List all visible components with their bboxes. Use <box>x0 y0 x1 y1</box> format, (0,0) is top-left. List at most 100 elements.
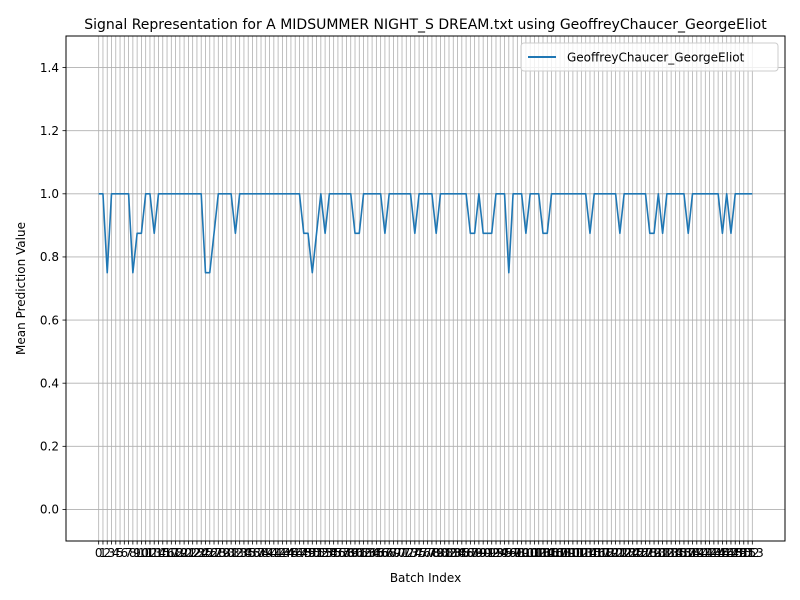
x-tick-label: 25 <box>198 546 213 560</box>
x-tick-label: 38 <box>253 546 268 560</box>
legend: GeoffreyChaucer_GeorgeEliot <box>520 42 779 72</box>
x-tick-label: 13 <box>147 546 162 560</box>
x-tick-label: 97 <box>505 546 520 560</box>
x-tick-label: 14 <box>151 546 166 560</box>
y-axis-ticks: 0.0 0.2 0.4 0.6 0.8 1.0 1.2 1.4 <box>40 61 66 517</box>
x-tick-label: 37 <box>249 546 264 560</box>
x-tick-label: 85 <box>454 546 469 560</box>
x-tick-label: 15 <box>155 546 170 560</box>
x-tick-label: 140 <box>685 546 708 560</box>
x-tick-label: 34 <box>236 546 251 560</box>
x-tick-label: 55 <box>326 546 341 560</box>
x-tick-label: 84 <box>450 546 465 560</box>
x-tick-label: 62 <box>356 546 371 560</box>
x-tick-label: 120 <box>600 546 623 560</box>
x-tick-label: 6 <box>120 546 128 560</box>
x-tick-label: 107 <box>544 546 567 560</box>
series-line <box>98 193 753 274</box>
x-tick-label: 124 <box>617 546 640 560</box>
x-tick-label: 57 <box>335 546 350 560</box>
x-tick-label: 100 <box>514 546 537 560</box>
x-tick-label: 3 <box>108 546 116 560</box>
x-tick-label: 96 <box>501 546 516 560</box>
x-tick-label: 134 <box>660 546 683 560</box>
x-tick-label: 35 <box>241 546 256 560</box>
x-tick-label: 105 <box>536 546 559 560</box>
x-tick-label: 44 <box>279 546 294 560</box>
x-tick-label: 103 <box>527 546 550 560</box>
x-tick-label: 95 <box>497 546 512 560</box>
chart-title: Signal Representation for A MIDSUMMER NI… <box>84 17 767 33</box>
x-tick-label: 71 <box>394 546 409 560</box>
x-tick-label: 63 <box>360 546 375 560</box>
x-tick-label: 36 <box>245 546 260 560</box>
legend-label: GeoffreyChaucer_GeorgeEliot <box>567 51 745 65</box>
x-tick-label: 60 <box>347 546 362 560</box>
x-tick-label: 83 <box>446 546 461 560</box>
x-tick-label: 116 <box>583 546 606 560</box>
x-tick-label: 146 <box>711 546 734 560</box>
x-tick-label: 143 <box>698 546 721 560</box>
x-tick-label: 144 <box>702 546 725 560</box>
y-tick-label: 0.8 <box>40 250 59 264</box>
x-tick-label: 113 <box>570 546 593 560</box>
x-tick-label: 88 <box>467 546 482 560</box>
y-tick-label: 1.4 <box>40 61 59 75</box>
x-tick-label: 125 <box>621 546 644 560</box>
y-tick-label: 0.6 <box>40 313 59 327</box>
x-tick-label: 123 <box>613 546 636 560</box>
x-tick-label: 106 <box>540 546 563 560</box>
x-tick-label: 137 <box>673 546 696 560</box>
x-tick-label: 127 <box>630 546 653 560</box>
x-tick-label: 141 <box>690 546 713 560</box>
x-tick-label: 110 <box>557 546 580 560</box>
x-tick-label: 78 <box>424 546 439 560</box>
x-tick-label: 115 <box>579 546 602 560</box>
series-layer <box>98 193 753 274</box>
x-tick-label: 20 <box>176 546 191 560</box>
x-tick-label: 23 <box>189 546 204 560</box>
x-tick-label: 151 <box>732 546 755 560</box>
x-tick-label: 152 <box>737 546 760 560</box>
x-tick-label: 77 <box>420 546 435 560</box>
x-tick-label: 8 <box>129 546 137 560</box>
x-tick-label: 147 <box>715 546 738 560</box>
x-tick-label: 16 <box>159 546 174 560</box>
x-tick-label: 86 <box>458 546 473 560</box>
x-tick-label: 114 <box>574 546 597 560</box>
x-tick-label: 68 <box>382 546 397 560</box>
x-tick-label: 12 <box>142 546 157 560</box>
x-tick-label: 148 <box>720 546 743 560</box>
x-tick-label: 132 <box>651 546 674 560</box>
x-tick-label: 133 <box>655 546 678 560</box>
x-tick-label: 58 <box>339 546 354 560</box>
x-tick-label: 26 <box>202 546 217 560</box>
x-tick-label: 121 <box>604 546 627 560</box>
y-tick-label: 0.2 <box>40 440 59 454</box>
x-tick-label: 27 <box>206 546 221 560</box>
x-tick-label: 51 <box>309 546 324 560</box>
x-tick-label: 2 <box>103 546 111 560</box>
x-tick-label: 46 <box>288 546 303 560</box>
x-tick-label: 92 <box>484 546 499 560</box>
x-tick-label: 79 <box>429 546 444 560</box>
x-tick-label: 98 <box>510 546 525 560</box>
x-tick-label: 28 <box>211 546 226 560</box>
x-tick-label: 50 <box>305 546 320 560</box>
x-tick-label: 54 <box>322 546 337 560</box>
y-tick-label: 0.0 <box>40 503 59 517</box>
legend-box <box>520 42 779 72</box>
x-tick-label: 49 <box>300 546 315 560</box>
x-tick-label: 17 <box>164 546 179 560</box>
x-tick-label: 131 <box>647 546 670 560</box>
x-tick-label: 69 <box>386 546 401 560</box>
x-tick-label: 1 <box>99 546 107 560</box>
x-tick-label: 126 <box>626 546 649 560</box>
x-tick-label: 135 <box>664 546 687 560</box>
x-tick-label: 102 <box>523 546 546 560</box>
x-tick-label: 7 <box>125 546 133 560</box>
x-tick-label: 118 <box>591 546 614 560</box>
x-tick-label: 40 <box>262 546 277 560</box>
x-tick-label: 45 <box>283 546 298 560</box>
